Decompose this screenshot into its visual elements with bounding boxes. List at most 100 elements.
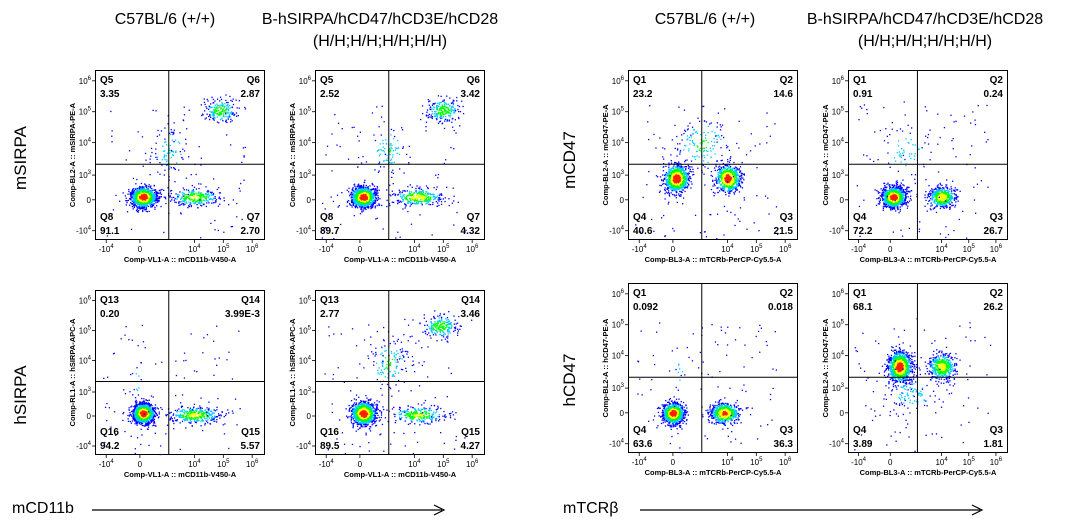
event-dot — [369, 199, 372, 202]
event-dot — [139, 196, 141, 198]
event-dot — [362, 185, 365, 187]
event-dot — [151, 414, 153, 416]
event-dot — [444, 120, 446, 122]
event-dot — [223, 231, 225, 233]
event-dot — [198, 200, 201, 202]
event-dot — [174, 181, 176, 183]
event-dot — [326, 214, 328, 216]
event-dot — [139, 403, 142, 406]
event-dot — [353, 201, 356, 204]
x-tick-label: 106 — [466, 244, 479, 254]
event-dot — [220, 104, 222, 106]
event-dot — [164, 127, 166, 129]
event-dot — [361, 203, 364, 206]
event-dot — [414, 199, 416, 202]
event-dot — [454, 119, 456, 121]
event-dot — [200, 195, 202, 197]
event-dot — [145, 401, 147, 404]
event-dot — [138, 413, 140, 415]
event-dot — [421, 204, 423, 206]
event-dot — [421, 201, 423, 203]
event-dot — [188, 197, 190, 199]
event-dot — [182, 194, 184, 196]
event-dot — [428, 116, 430, 118]
event-dot — [138, 411, 141, 413]
event-dot — [141, 420, 143, 422]
event-dot — [447, 107, 450, 109]
event-dot — [190, 192, 192, 194]
event-dot — [213, 197, 215, 199]
event-dot — [143, 420, 145, 422]
event-dot — [434, 110, 436, 113]
event-dot — [227, 112, 229, 114]
event-dot — [162, 145, 164, 147]
event-dot — [144, 402, 146, 404]
event-dot — [180, 212, 182, 214]
event-dot — [403, 172, 405, 174]
event-dot — [134, 199, 136, 202]
event-dot — [229, 104, 231, 107]
event-dot — [135, 405, 138, 407]
event-dot — [216, 109, 218, 111]
header-right-ko-line1: B-hSIRPA/hCD47/hCD3E/hCD28 — [806, 11, 1044, 28]
event-dot — [140, 201, 143, 203]
event-dot — [136, 178, 138, 181]
event-dot — [420, 202, 422, 204]
event-dot — [220, 98, 223, 101]
event-dot — [441, 109, 443, 112]
event-dot — [135, 421, 137, 423]
event-dot — [371, 182, 373, 185]
event-dot — [375, 189, 377, 191]
header-left-ko-line1: B-hSIRPA/hCD47/hCD3E/hCD28 — [261, 11, 499, 28]
event-dot — [144, 421, 146, 423]
event-dot — [412, 202, 414, 204]
event-dot — [356, 201, 358, 204]
event-dot — [448, 120, 450, 122]
event-dot — [160, 407, 162, 409]
event-dot — [362, 187, 365, 189]
event-dot — [391, 201, 393, 203]
event-dot — [143, 193, 145, 196]
event-dot — [367, 202, 369, 204]
event-dot — [357, 195, 359, 197]
event-dot — [225, 112, 227, 114]
event-dot — [392, 156, 394, 158]
event-dot — [427, 117, 429, 119]
event-dot — [370, 188, 372, 191]
event-dot — [229, 121, 232, 123]
event-dot — [446, 103, 448, 106]
event-dot — [190, 191, 192, 193]
event-dot — [188, 195, 190, 198]
event-dot — [203, 196, 205, 198]
event-dot — [153, 424, 155, 426]
event-dot — [153, 199, 155, 201]
event-dot — [156, 198, 158, 200]
event-dot — [431, 116, 433, 118]
event-dot — [170, 131, 173, 133]
event-dot — [242, 147, 244, 149]
event-dot — [378, 189, 380, 191]
event-dot — [419, 192, 421, 194]
event-dot — [443, 104, 446, 107]
event-dot — [374, 205, 376, 207]
event-dot — [404, 203, 406, 205]
event-dot — [406, 198, 408, 201]
event-dot — [140, 422, 142, 424]
event-dot — [199, 202, 201, 205]
event-dot — [358, 189, 360, 191]
event-dot — [204, 196, 206, 198]
event-dot — [368, 195, 370, 197]
event-dot — [326, 145, 329, 147]
event-dot — [170, 156, 172, 159]
event-dot — [406, 153, 408, 156]
event-dot — [408, 145, 410, 147]
event-dot — [368, 207, 370, 209]
event-dot — [146, 405, 148, 408]
event-dot — [175, 201, 177, 204]
event-dot — [439, 102, 441, 104]
event-dot — [188, 191, 190, 193]
event-dot — [210, 111, 212, 113]
event-dot — [145, 408, 147, 410]
event-dot — [155, 193, 158, 195]
event-dot — [386, 189, 388, 191]
